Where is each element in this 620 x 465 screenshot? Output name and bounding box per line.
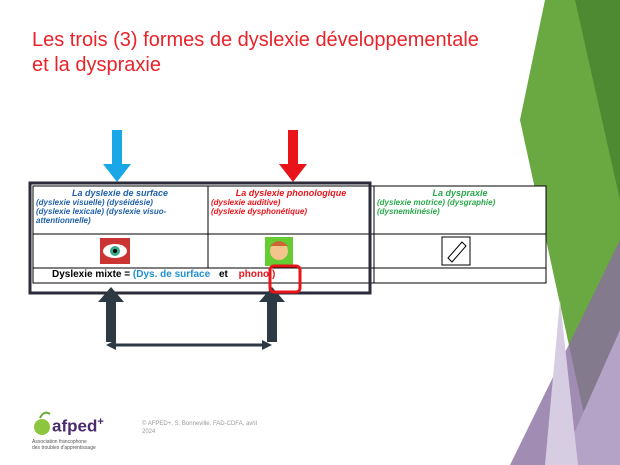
mixed-row: Dyslexie mixte = (Dys. de surface et pho… [40,269,275,280]
logo: afped+ Association francophone des troub… [32,412,104,451]
cell: La dyspraxie (dyslexie motrice) (dysgrap… [377,188,543,217]
detail: (dysnemkinésie) [377,207,440,216]
logo-plus: + [97,416,104,428]
detail: (dyslexie auditive) [211,198,281,207]
slide-title: Les trois (3) formes de dyslexie dévelop… [32,28,479,78]
mixed-label: Dyslexie mixte = [52,269,133,280]
detail: (dyslexie lexicale) (dyslexie visuo-atte… [36,207,167,225]
title-line: et la dyspraxie [32,54,161,76]
mixed-conjunction: et [218,269,228,280]
detail: (dyslexie visuelle) (dyséidésie) [36,198,153,207]
mixed-surface: (Dys. de surface [132,269,211,280]
cell: La dyslexie phonologique (dyslexie audit… [211,188,371,217]
mixed-phono: phono.) [238,269,276,280]
logo-tagline: Association francophone [32,438,87,445]
detail: (dyslexie motrice) (dysgraphie) [377,198,496,207]
title-line: Les trois (3) formes de dyslexie dévelop… [32,29,479,51]
heading: La dyspraxie [432,188,488,198]
detail: (dyslexie dysphonétique) [211,207,308,216]
heading: La dyslexie de surface [71,188,169,198]
logo-name: afped [52,416,98,436]
cell: La dyslexie de surface (dyslexie visuell… [36,188,204,226]
logo-tagline: des troubles d'apprentissage [32,444,96,451]
footer-credit: © AFPED+, S. Bonneville, FAD-CDFA, avril… [142,421,257,435]
heading: La dyslexie phonologique [235,188,347,198]
